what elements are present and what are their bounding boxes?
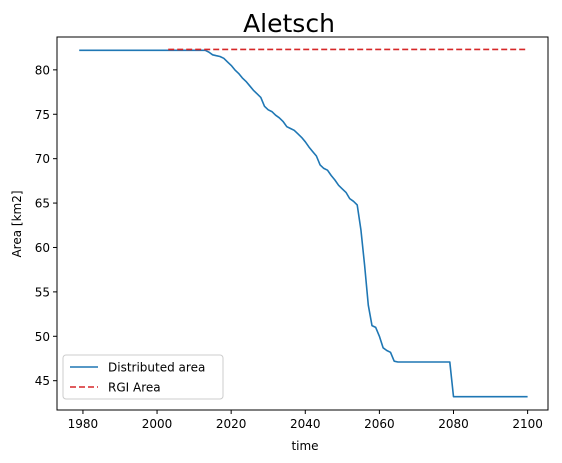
x-tick-label: 1980	[68, 417, 99, 431]
y-tick-label: 70	[35, 152, 50, 166]
y-tick-label: 65	[35, 197, 50, 211]
x-axis-label: time	[291, 439, 318, 453]
chart-title: Aletsch	[243, 9, 335, 38]
y-tick-label: 45	[35, 374, 50, 388]
legend-label: Distributed area	[108, 361, 205, 375]
series-layer	[79, 48, 528, 398]
x-tick-label: 2000	[142, 417, 173, 431]
y-tick-label: 55	[35, 285, 50, 299]
legend-label: RGI Area	[108, 381, 161, 395]
y-tick-label: 60	[35, 241, 50, 255]
y-axis-label: Area [km2]	[10, 190, 24, 257]
y-axis-ticks: 45 50 55 60 65 70 75 80	[35, 63, 57, 388]
x-tick-label: 2060	[364, 417, 395, 431]
x-tick-label: 2100	[512, 417, 543, 431]
x-axis-ticks: 1980 2000 2020 2040 2060 2080 2100	[68, 410, 543, 431]
legend-box	[62, 354, 224, 400]
x-tick-label: 2080	[438, 417, 469, 431]
y-tick-label: 75	[35, 108, 50, 122]
legend: Distributed area RGI Area	[62, 354, 224, 400]
plot-frame	[56, 36, 549, 411]
y-tick-label: 80	[35, 63, 50, 77]
series-line-distributed-area	[79, 49, 528, 398]
x-tick-label: 2020	[216, 417, 247, 431]
y-tick-label: 50	[35, 330, 50, 344]
x-tick-label: 2040	[290, 417, 321, 431]
